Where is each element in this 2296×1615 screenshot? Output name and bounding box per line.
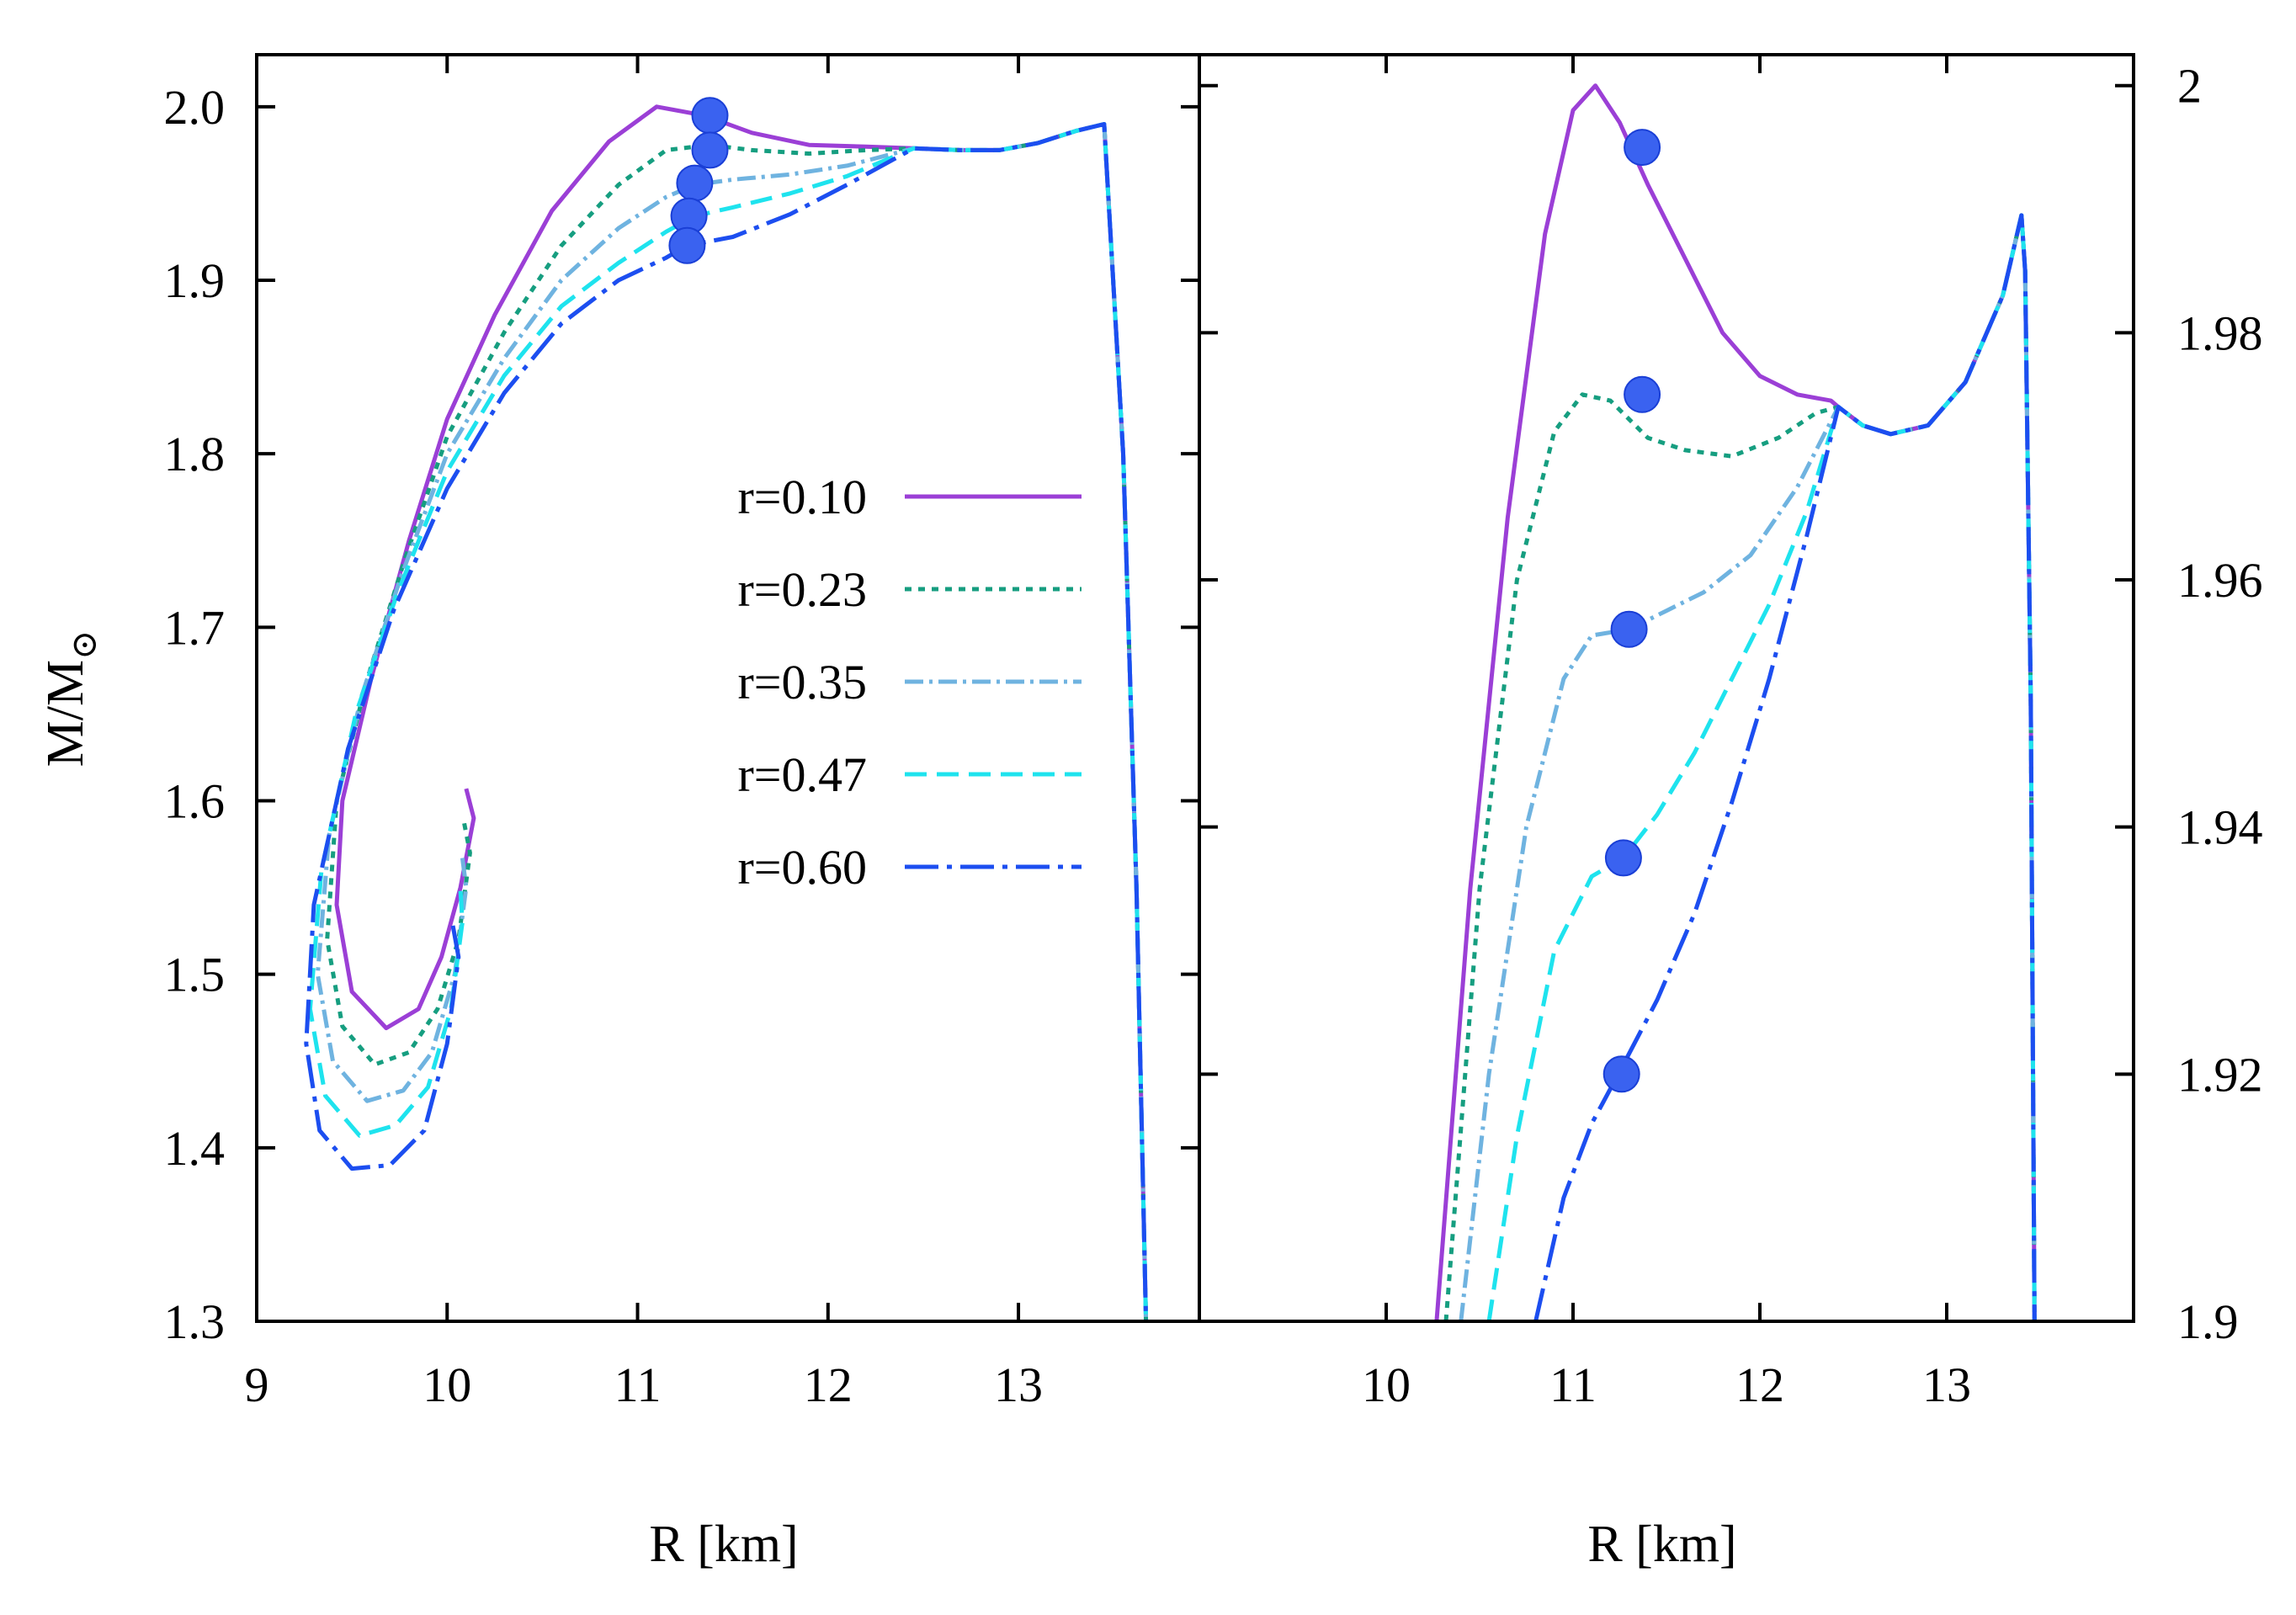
left-x-axis-title: R [km] [649, 1516, 798, 1573]
legend-label-r-0-60: r=0.60 [737, 840, 867, 895]
left-y-tick-label: 1.6 [164, 774, 226, 829]
legend-label-r-0-47: r=0.47 [737, 747, 867, 802]
left-marker-r-0-35 [676, 164, 714, 202]
y-axis-title-subscript: ⊙ [66, 630, 104, 660]
right-y-tick-label: 1.98 [2177, 305, 2263, 360]
left-series-line-r-0-47 [307, 122, 1149, 1321]
right-marker-r-0-10 [1624, 129, 1661, 167]
left-y-tick-label: 1.5 [164, 948, 226, 1002]
left-y-tick-label: 1.9 [164, 253, 226, 308]
left-y-tick-label: 1.7 [164, 600, 226, 655]
legend-label-r-0-10: r=0.10 [737, 470, 867, 524]
right-panel-frame [1198, 53, 2135, 1323]
right-series-line-r-0-35 [1459, 213, 2037, 1321]
legend: r=0.10 r=0.23 r=0.35 r=0.47 r=0.60 [737, 470, 1082, 895]
right-x-tick-label: 13 [1922, 1357, 1971, 1412]
right-x-axis-title: R [km] [1587, 1516, 1736, 1573]
left-marker-r-0-23 [691, 131, 729, 169]
left-x-tick-label: 11 [614, 1357, 662, 1412]
right-marker-r-0-47 [1604, 839, 1642, 877]
left-y-tick-label: 1.4 [164, 1121, 226, 1176]
legend-label-r-0-23: r=0.23 [737, 562, 867, 617]
left-y-tick-label: 1.8 [164, 427, 226, 481]
left-series-line-r-0-60 [304, 122, 1149, 1321]
left-y-tick-label: 2.0 [164, 80, 226, 135]
right-x-tick-label: 12 [1735, 1357, 1784, 1412]
right-x-tick-label: 11 [1549, 1357, 1597, 1412]
left-x-tick-label: 10 [423, 1357, 471, 1412]
right-panel-markers [1602, 129, 1661, 1093]
right-marker-r-0-60 [1602, 1055, 1640, 1093]
right-x-tick-label: 10 [1362, 1357, 1411, 1412]
left-panel-ticks: 9 10 11 12 13 1.3 1.4 1.5 1.6 1.7 1.8 1.9 2.0 [164, 55, 1199, 1412]
right-y-tick-label: 1.9 [2177, 1294, 2239, 1349]
left-x-tick-label: 12 [804, 1357, 853, 1412]
y-axis-title-main: M/M [37, 660, 94, 767]
left-marker-r-0-10 [691, 97, 729, 135]
left-x-tick-label: 13 [994, 1357, 1043, 1412]
right-y-tick-label: 1.96 [2177, 553, 2263, 608]
left-panel-markers [668, 97, 729, 264]
legend-label-r-0-35: r=0.35 [737, 655, 867, 709]
right-marker-r-0-35 [1610, 610, 1648, 648]
right-y-tick-label: 1.94 [2177, 800, 2263, 855]
left-x-tick-label: 9 [245, 1357, 269, 1412]
right-panel-ticks: 10 11 12 13 1.9 1.92 1.94 1.96 1.98 2 [1199, 55, 2263, 1412]
right-y-tick-label: 2 [2177, 59, 2202, 114]
right-y-tick-label: 1.92 [2177, 1047, 2263, 1102]
left-marker-r-0-60 [668, 226, 706, 264]
y-axis-title-text: M/M⊙ [37, 630, 104, 768]
right-marker-r-0-23 [1624, 375, 1661, 413]
y-axis-title: M/M⊙ [37, 630, 104, 768]
left-y-tick-label: 1.3 [164, 1294, 226, 1349]
left-panel-plot-area [304, 104, 1149, 1321]
